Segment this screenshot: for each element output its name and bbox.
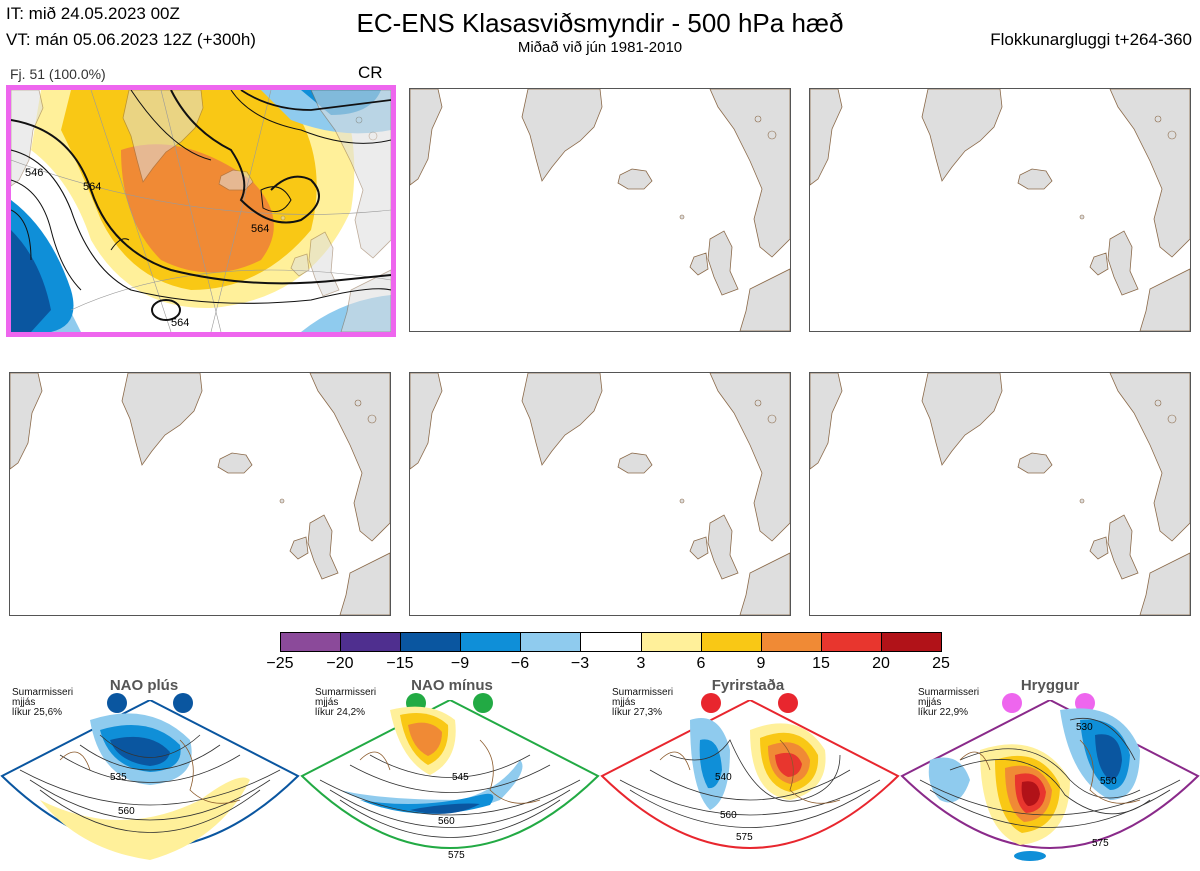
colorbar-tick: 3	[636, 655, 646, 672]
contour-label-564-b: 564	[251, 223, 269, 235]
regime-1-info: Sumarmisseri mjjás líkur 25,6%	[12, 687, 74, 718]
regime-3-label-3: 575	[736, 832, 753, 843]
colorbar-tick: −3	[570, 655, 590, 672]
cluster-map-3[interactable]	[809, 88, 1191, 332]
regime-4-info: Sumarmisseri mjjás líkur 22,9%	[918, 687, 980, 718]
regime-3-map: 540 560 575	[600, 700, 900, 849]
cluster-map-6[interactable]	[809, 372, 1191, 616]
colorbar-tick: −15	[386, 655, 414, 672]
colorbar-tick: 20	[872, 655, 890, 672]
cluster-map-6-svg	[810, 373, 1190, 615]
regime-2-dot-right	[473, 693, 493, 713]
colorbar-tick: 9	[756, 655, 766, 672]
colorbar-swatch	[701, 633, 762, 651]
colorbar-swatch	[761, 633, 822, 651]
regime-4-title: Hryggur	[1020, 677, 1080, 694]
regime-3-dot-right	[778, 693, 798, 713]
member-label: Fj. 51 (100.0%)	[10, 66, 106, 82]
contour-label-564-c: 564	[171, 317, 189, 329]
init-time: IT: mið 24.05.2023 00Z	[6, 4, 180, 23]
cluster-map-2[interactable]	[409, 88, 791, 332]
regime-4-dot-left	[1002, 693, 1022, 713]
cluster-map-1[interactable]: 546 564 564 564	[6, 85, 396, 337]
colorbar-tick: 6	[696, 655, 706, 672]
regime-3-label-1: 540	[715, 772, 732, 783]
cluster-map-2-svg	[410, 89, 790, 331]
regime-4-label-1: 530	[1076, 722, 1093, 733]
contour-label-564-a: 564	[83, 181, 101, 193]
colorbar-swatch	[581, 633, 642, 651]
cluster-map-4-svg	[10, 373, 390, 615]
graticule	[11, 90, 391, 332]
colorbar-swatch	[641, 633, 702, 651]
regime-3-label-2: 560	[720, 810, 737, 821]
regime-2-label-2: 560	[438, 816, 455, 827]
colorbar-swatch	[821, 633, 882, 651]
colorbar-tick: 25	[932, 655, 950, 672]
regime-4-label-3: 575	[1092, 838, 1109, 849]
colorbar-tick: −20	[326, 655, 354, 672]
regime-1-dot-right	[173, 693, 193, 713]
regime-4-label-2: 550	[1100, 776, 1117, 787]
regime-3-dot-left	[701, 693, 721, 713]
regime-2-label-3: 575	[448, 850, 465, 861]
colorbar-tick: 15	[812, 655, 830, 672]
cluster-map-5-svg	[410, 373, 790, 615]
regime-2-label-1: 545	[452, 772, 469, 783]
valid-time: VT: mán 05.06.2023 12Z (+300h)	[6, 30, 256, 49]
regime-3-info: Sumarmisseri mjjás líkur 27,3%	[612, 687, 674, 718]
regime-3-title: Fyrirstaða	[711, 677, 785, 694]
regime-1-map: 535 560	[0, 700, 300, 860]
cluster-map-4[interactable]	[9, 372, 391, 616]
colorbar-tick: −9	[450, 655, 470, 672]
page-title: EC-ENS Klasasviðsmyndir - 500 hPa hæð	[356, 8, 844, 38]
colorbar-swatch	[281, 633, 342, 651]
shade-neg-large	[11, 230, 51, 332]
regime-4-map: 530 550 575	[900, 700, 1200, 861]
cluster-map-5[interactable]	[409, 372, 791, 616]
regime-2-info: Sumarmisseri mjjás líkur 24,2%	[315, 687, 377, 718]
contour-label-546: 546	[25, 167, 43, 179]
colorbar-swatch	[461, 633, 522, 651]
colorbar-tick: −6	[510, 655, 530, 672]
regime-2-map: 545 560 575	[300, 700, 600, 861]
height-contours	[11, 90, 391, 321]
regime-1-label-2: 560	[118, 806, 135, 817]
regime-1-label-1: 535	[110, 772, 127, 783]
colorbar-swatch	[401, 633, 462, 651]
colorbar-swatch	[881, 633, 942, 651]
cluster-map-1-svg: 546 564 564 564	[11, 90, 391, 332]
regime-1-dot-left	[107, 693, 127, 713]
regime-1-title: NAO plús	[109, 677, 179, 694]
classification-window: Flokkunargluggi t+264-360	[990, 30, 1192, 49]
anomaly-colorbar	[280, 632, 942, 652]
colorbar-swatch	[341, 633, 402, 651]
regime-2-title: NAO mínus	[411, 677, 493, 694]
class-code: CR	[358, 63, 383, 82]
colorbar-swatch	[521, 633, 582, 651]
colorbar-tick: −25	[266, 655, 294, 672]
cluster-map-3-svg	[810, 89, 1190, 331]
regime-4-dot-right	[1075, 693, 1095, 713]
page-subtitle: Miðað við jún 1981-2010	[517, 39, 683, 56]
